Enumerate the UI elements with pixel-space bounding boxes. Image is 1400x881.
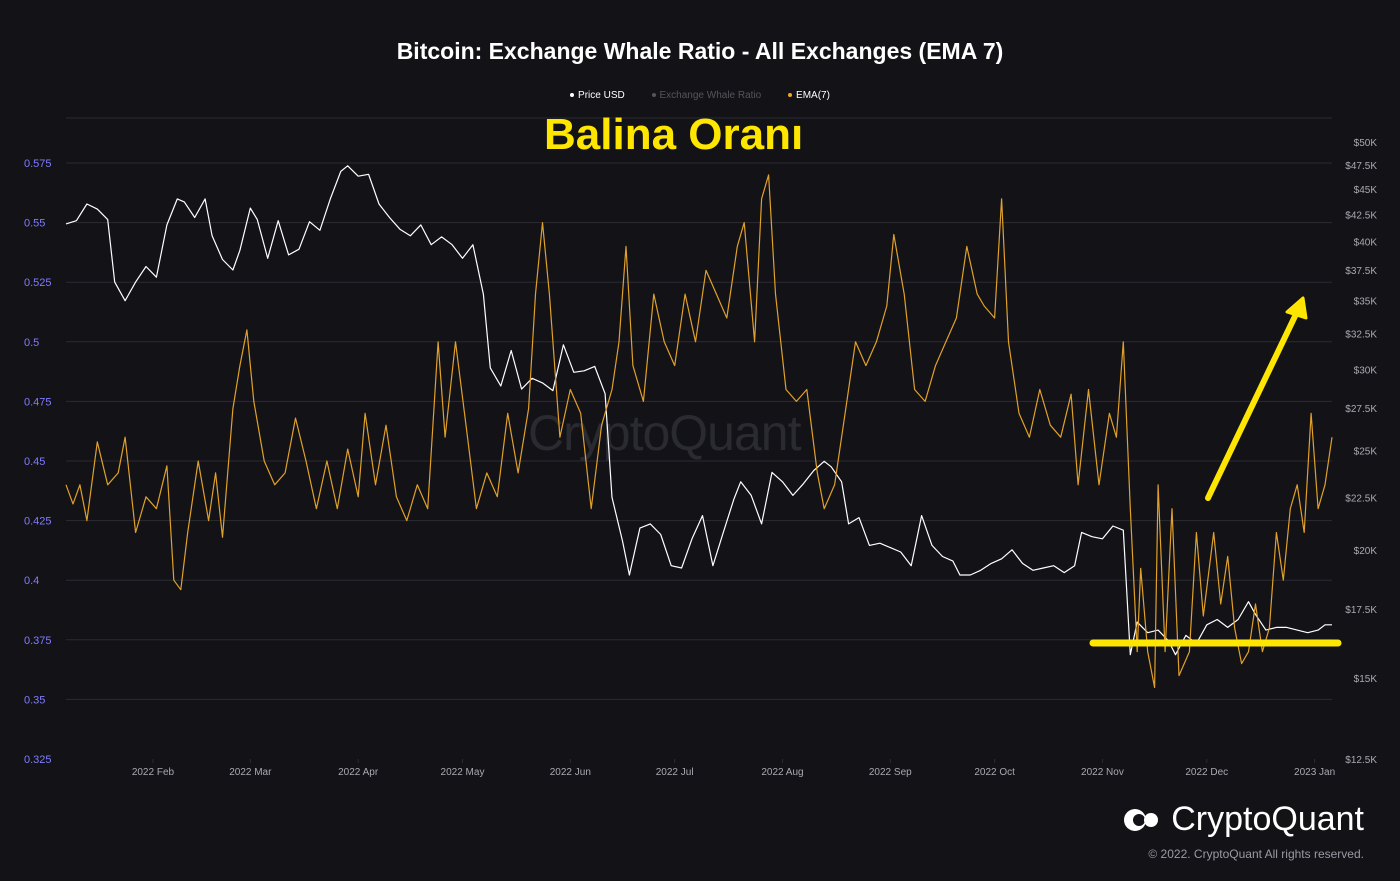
y-right-tick-label: $22.5K [1345,493,1377,504]
legend-dot-whale-ratio [651,93,656,98]
legend-label-whale-ratio: Exchange Whale Ratio [659,90,762,101]
y-left-tick-label: 0.35 [24,694,45,706]
y-right-tick-label: $40K [1354,237,1378,248]
ema7-line [65,174,1333,689]
legend-item-ema[interactable]: EMA(7) [788,90,830,101]
x-tick-label: 2022 May [441,767,485,778]
annotation-label: Balina Oranı [544,110,804,159]
y-right-tick-label: $17.5K [1345,605,1377,616]
legend-label-ema: EMA(7) [796,90,830,101]
y-left-tick-label: 0.4 [24,575,39,587]
y-left-tick-label: 0.325 [24,754,52,766]
cryptoquant-logo-icon [1124,808,1159,831]
y-right-tick-label: $27.5K [1345,404,1377,415]
brand: CryptoQuant [1121,800,1364,839]
y-left-tick-label: 0.45 [24,456,45,468]
watermark: CryptoQuant [528,405,801,461]
x-tick-label: 2022 Oct [974,767,1015,778]
x-tick-label: 2022 Feb [132,767,175,778]
x-tick-label: 2022 Apr [338,767,379,778]
y-right-tick-label: $45K [1354,185,1378,196]
x-tick-label: 2022 Sep [869,767,912,778]
x-tick-label: 2022 Aug [761,767,803,778]
x-tick-label: 2022 Jun [550,767,591,778]
legend-item-whale-ratio[interactable]: Exchange Whale Ratio [651,90,762,101]
x-tick-label: 2022 Jul [656,767,694,778]
y-right-tick-label: $50K [1354,138,1378,149]
x-tick-label: 2023 Jan [1294,767,1335,778]
y-left-tick-label: 0.5 [24,337,39,349]
y-right-tick-label: $25K [1354,447,1378,458]
chart-legend: Price USD Exchange Whale Ratio EMA(7) [0,90,1400,101]
legend-label-price: Price USD [578,90,625,101]
legend-dot-price [570,93,575,98]
y-right-tick-label: $47.5K [1345,161,1377,172]
legend-dot-ema [788,93,793,98]
legend-item-price[interactable]: Price USD [570,90,625,101]
y-left-tick-label: 0.55 [24,218,45,230]
y-left-tick-label: 0.525 [24,277,52,289]
x-tick-label: 2022 Mar [229,767,272,778]
y-right-tick-label: $20K [1354,546,1378,557]
chart-title: Bitcoin: Exchange Whale Ratio - All Exch… [396,38,1004,64]
y-left-tick-label: 0.475 [24,396,52,408]
y-right-tick-label: $12.5K [1345,755,1377,766]
x-tick-label: 2022 Dec [1185,767,1228,778]
y-left-tick-label: 0.375 [24,635,52,647]
y-right-tick-label: $42.5K [1345,210,1377,221]
y-left-tick-label: 0.425 [24,516,52,528]
y-right-tick-label: $37.5K [1345,266,1377,277]
y-left-tick-label: 0.575 [24,158,52,170]
y-right-tick-label: $35K [1354,297,1378,308]
brand-name: CryptoQuant [1171,800,1364,838]
y-right-tick-label: $15K [1354,674,1378,685]
y-right-tick-label: $32.5K [1345,330,1377,341]
uptrend-arrow-head [1285,296,1308,320]
copyright: © 2022. CryptoQuant All rights reserved. [1148,847,1364,861]
x-tick-label: 2022 Nov [1081,767,1124,778]
uptrend-arrow-shaft [1205,309,1300,501]
y-right-tick-label: $30K [1354,365,1378,376]
price-usd-line [65,165,1332,656]
